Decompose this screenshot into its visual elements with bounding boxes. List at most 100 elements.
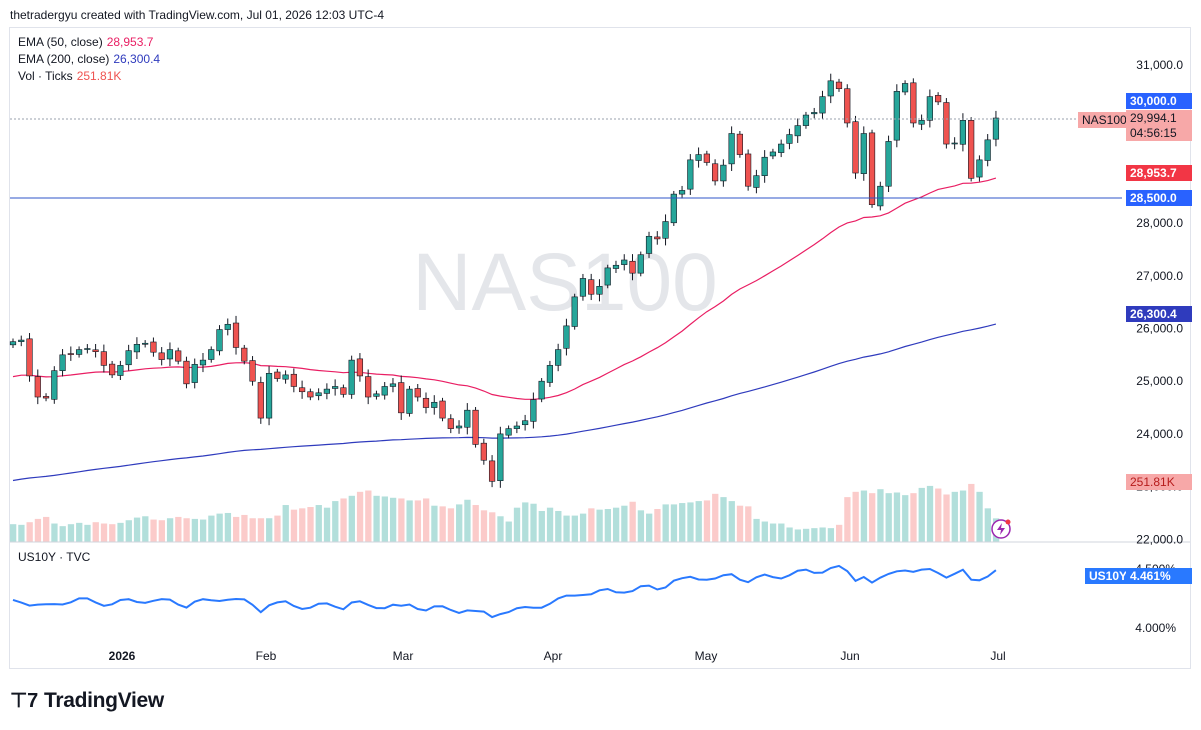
- candle[interactable]: [249, 356, 256, 386]
- candle[interactable]: [786, 128, 793, 150]
- candle[interactable]: [298, 380, 306, 399]
- candle[interactable]: [910, 78, 917, 128]
- candle[interactable]: [645, 231, 653, 258]
- ema50-badge[interactable]: 28,953.7: [1126, 165, 1192, 181]
- ema200-badge[interactable]: 26,300.4: [1126, 306, 1192, 322]
- candle[interactable]: [150, 337, 157, 357]
- candle[interactable]: [802, 111, 810, 129]
- candle[interactable]: [778, 139, 785, 158]
- candle[interactable]: [753, 169, 760, 194]
- candle[interactable]: [629, 254, 636, 281]
- candle[interactable]: [9, 338, 17, 348]
- candle[interactable]: [216, 325, 223, 356]
- candle[interactable]: [447, 414, 454, 434]
- candle[interactable]: [59, 349, 66, 377]
- candle[interactable]: [579, 273, 587, 301]
- candle[interactable]: [84, 344, 91, 354]
- candle[interactable]: [373, 390, 380, 400]
- candle[interactable]: [398, 375, 405, 420]
- candle[interactable]: [166, 342, 174, 367]
- candle[interactable]: [497, 426, 504, 488]
- candle[interactable]: [290, 368, 297, 393]
- candle[interactable]: [761, 150, 768, 183]
- last-price-badge[interactable]: 29,994.1: [1126, 110, 1192, 126]
- candle[interactable]: [877, 181, 884, 211]
- candle[interactable]: [835, 78, 843, 92]
- candle[interactable]: [596, 279, 603, 302]
- candle[interactable]: [670, 190, 677, 226]
- candle[interactable]: [604, 264, 611, 289]
- candle[interactable]: [538, 378, 545, 403]
- candle[interactable]: [935, 92, 942, 106]
- candle[interactable]: [175, 347, 182, 365]
- candle[interactable]: [563, 318, 570, 356]
- candle[interactable]: [480, 438, 487, 465]
- candle[interactable]: [307, 388, 314, 401]
- candle[interactable]: [315, 388, 322, 401]
- candle[interactable]: [522, 414, 529, 431]
- candle[interactable]: [703, 150, 710, 166]
- candle[interactable]: [546, 360, 553, 387]
- candle[interactable]: [588, 273, 595, 301]
- candle[interactable]: [662, 214, 669, 246]
- chart-frame[interactable]: [9, 27, 1191, 669]
- candle[interactable]: [901, 80, 909, 96]
- candle[interactable]: [943, 98, 950, 149]
- candle[interactable]: [992, 110, 1000, 147]
- candle[interactable]: [720, 159, 727, 187]
- legend-volume[interactable]: Vol · Ticks 251.81K: [18, 68, 160, 85]
- candle[interactable]: [621, 254, 628, 271]
- candle[interactable]: [191, 358, 198, 389]
- candle[interactable]: [257, 376, 264, 424]
- candle[interactable]: [265, 366, 273, 426]
- candle[interactable]: [26, 333, 33, 382]
- candle[interactable]: [340, 384, 347, 398]
- candle[interactable]: [959, 113, 966, 152]
- candle[interactable]: [678, 185, 686, 199]
- symbol-badge[interactable]: NAS100: [1078, 112, 1131, 128]
- candle[interactable]: [92, 343, 99, 358]
- candle[interactable]: [439, 397, 446, 422]
- candle[interactable]: [422, 392, 430, 414]
- candle[interactable]: [18, 335, 25, 347]
- candle[interactable]: [199, 353, 207, 373]
- tradingview-logo[interactable]: ⊤7 TradingView: [10, 688, 164, 713]
- candle[interactable]: [323, 383, 330, 400]
- candle[interactable]: [183, 356, 190, 389]
- candle[interactable]: [208, 346, 215, 363]
- candle[interactable]: [819, 90, 826, 119]
- candle[interactable]: [571, 293, 578, 330]
- candle[interactable]: [348, 355, 355, 399]
- candle[interactable]: [769, 148, 777, 160]
- candle[interactable]: [67, 346, 74, 361]
- candle[interactable]: [232, 315, 240, 355]
- candle[interactable]: [695, 147, 702, 168]
- candle[interactable]: [860, 126, 867, 181]
- candle[interactable]: [365, 369, 372, 405]
- candle[interactable]: [472, 407, 479, 448]
- candle[interactable]: [637, 251, 644, 277]
- us10y-legend[interactable]: US10Y · TVC: [18, 550, 91, 564]
- us10y-symbol-badge[interactable]: US10Y: [1085, 568, 1132, 584]
- candle[interactable]: [274, 368, 281, 382]
- candle[interactable]: [918, 114, 925, 131]
- candle[interactable]: [530, 392, 537, 429]
- candle[interactable]: [133, 337, 141, 360]
- candle[interactable]: [406, 385, 413, 417]
- candle[interactable]: [968, 117, 975, 182]
- candle[interactable]: [34, 369, 41, 405]
- candle[interactable]: [893, 84, 900, 148]
- candle[interactable]: [117, 360, 124, 380]
- candle[interactable]: [42, 393, 50, 402]
- candle[interactable]: [852, 115, 859, 179]
- volume-badge[interactable]: 251.81K: [1126, 474, 1192, 490]
- candle[interactable]: [811, 107, 818, 119]
- candle[interactable]: [488, 455, 496, 488]
- candle[interactable]: [158, 347, 165, 366]
- candle[interactable]: [431, 395, 438, 415]
- candle[interactable]: [414, 383, 421, 402]
- candle[interactable]: [984, 134, 991, 167]
- candle[interactable]: [555, 343, 562, 372]
- candle[interactable]: [282, 370, 289, 384]
